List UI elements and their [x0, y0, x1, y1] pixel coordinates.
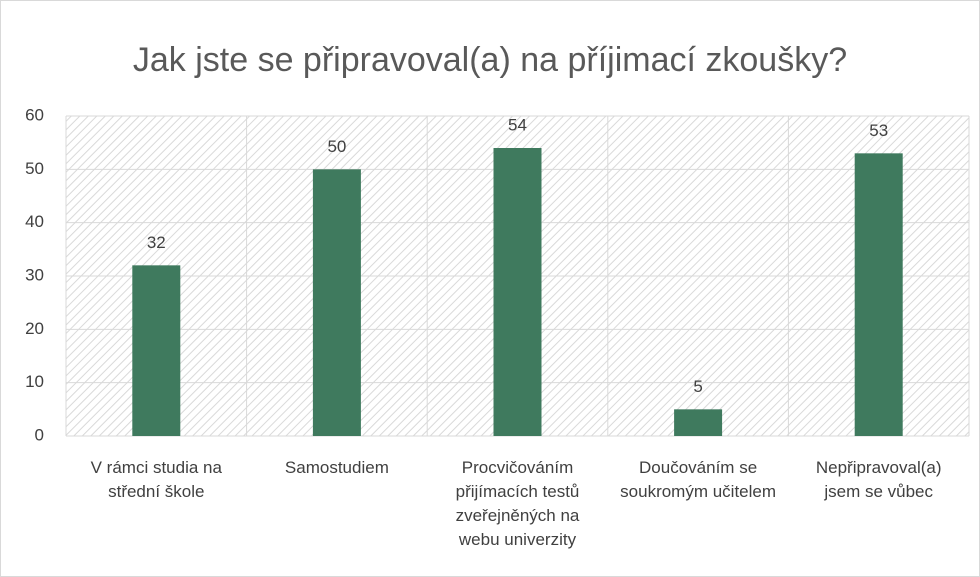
x-tick-label: Nepřipravoval(a) jsem se vůbec: [815, 458, 942, 501]
y-tick-label: 10: [25, 372, 44, 391]
data-label: 53: [869, 121, 888, 140]
bar: [854, 153, 903, 437]
y-tick-label: 30: [25, 265, 44, 284]
x-tick-label: V rámci studia na střední škole: [90, 458, 222, 501]
x-tick-label: Samostudiem: [284, 458, 389, 477]
y-tick-label: 40: [25, 212, 44, 231]
data-label: 50: [327, 137, 346, 156]
bar: [312, 169, 361, 437]
y-tick-label: 0: [35, 425, 44, 444]
chart-title: Jak jste se připravoval(a) na příjimací …: [133, 41, 847, 79]
bar: [132, 265, 181, 436]
data-label: 32: [147, 233, 166, 252]
x-tick-label: Procvičováním přijímacích testů zveřejně…: [455, 458, 580, 549]
bar: [674, 409, 723, 436]
data-label: 54: [508, 115, 527, 134]
y-tick-label: 60: [25, 105, 44, 124]
data-label: 5: [693, 377, 702, 396]
y-tick-label: 20: [25, 319, 44, 338]
x-tick-label: Doučováním se soukromým učitelem: [620, 458, 777, 501]
y-tick-label: 50: [25, 159, 44, 178]
bar: [493, 148, 542, 436]
